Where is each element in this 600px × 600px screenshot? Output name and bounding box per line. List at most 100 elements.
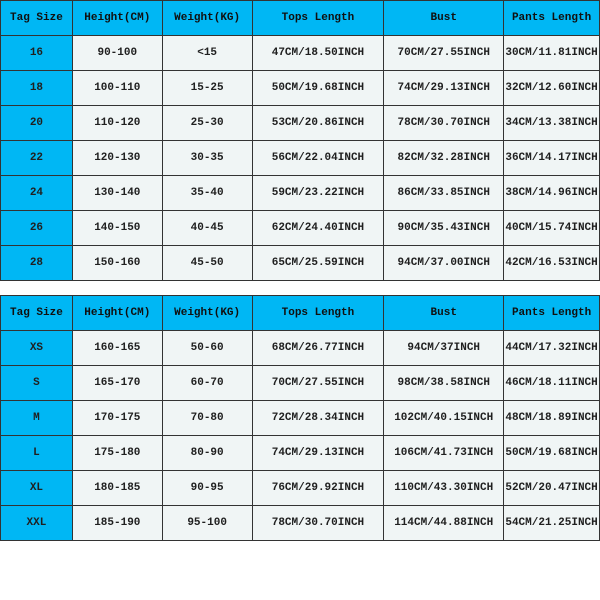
- cell-tag: L: [1, 436, 73, 471]
- table-row: XS160-16550-6068CM/26.77INCH94CM/37INCH4…: [1, 331, 600, 366]
- cell-weight: <15: [162, 36, 252, 71]
- cell-weight: 95-100: [162, 506, 252, 541]
- cell-tag: 16: [1, 36, 73, 71]
- table-row: M170-17570-8072CM/28.34INCH102CM/40.15IN…: [1, 401, 600, 436]
- cell-bust: 98CM/38.58INCH: [384, 366, 504, 401]
- cell-height: 120-130: [72, 141, 162, 176]
- cell-height: 140-150: [72, 211, 162, 246]
- col-tops-length: Tops Length: [252, 1, 384, 36]
- cell-bust: 70CM/27.55INCH: [384, 36, 504, 71]
- cell-tops: 70CM/27.55INCH: [252, 366, 384, 401]
- cell-tag: 22: [1, 141, 73, 176]
- cell-height: 150-160: [72, 246, 162, 281]
- cell-weight: 25-30: [162, 106, 252, 141]
- cell-pants: 42CM/16.53INCH: [504, 246, 600, 281]
- cell-tops: 76CM/29.92INCH: [252, 471, 384, 506]
- cell-tops: 78CM/30.70INCH: [252, 506, 384, 541]
- cell-pants: 32CM/12.60INCH: [504, 71, 600, 106]
- cell-pants: 48CM/18.89INCH: [504, 401, 600, 436]
- col-bust: Bust: [384, 1, 504, 36]
- cell-weight: 60-70: [162, 366, 252, 401]
- col-bust: Bust: [384, 296, 504, 331]
- cell-tag: XS: [1, 331, 73, 366]
- table-row: 26140-15040-4562CM/24.40INCH90CM/35.43IN…: [1, 211, 600, 246]
- size-chart-wrap: Tag Size Height(CM) Weight(KG) Tops Leng…: [0, 0, 600, 541]
- col-pants-length: Pants Length: [504, 296, 600, 331]
- cell-bust: 94CM/37INCH: [384, 331, 504, 366]
- cell-tops: 50CM/19.68INCH: [252, 71, 384, 106]
- cell-height: 130-140: [72, 176, 162, 211]
- cell-height: 160-165: [72, 331, 162, 366]
- cell-pants: 34CM/13.38INCH: [504, 106, 600, 141]
- col-weight: Weight(KG): [162, 1, 252, 36]
- cell-pants: 44CM/17.32INCH: [504, 331, 600, 366]
- cell-height: 185-190: [72, 506, 162, 541]
- cell-tops: 53CM/20.86INCH: [252, 106, 384, 141]
- cell-pants: 46CM/18.11INCH: [504, 366, 600, 401]
- cell-bust: 102CM/40.15INCH: [384, 401, 504, 436]
- cell-pants: 50CM/19.68INCH: [504, 436, 600, 471]
- cell-pants: 54CM/21.25INCH: [504, 506, 600, 541]
- cell-bust: 106CM/41.73INCH: [384, 436, 504, 471]
- cell-weight: 50-60: [162, 331, 252, 366]
- cell-bust: 86CM/33.85INCH: [384, 176, 504, 211]
- cell-bust: 110CM/43.30INCH: [384, 471, 504, 506]
- cell-pants: 30CM/11.81INCH: [504, 36, 600, 71]
- cell-tag: 24: [1, 176, 73, 211]
- table-row: XXL185-19095-10078CM/30.70INCH114CM/44.8…: [1, 506, 600, 541]
- table-row: S165-17060-7070CM/27.55INCH98CM/38.58INC…: [1, 366, 600, 401]
- size-table-kids: Tag Size Height(CM) Weight(KG) Tops Leng…: [0, 0, 600, 281]
- cell-height: 90-100: [72, 36, 162, 71]
- cell-weight: 30-35: [162, 141, 252, 176]
- cell-tag: 20: [1, 106, 73, 141]
- cell-tag: 26: [1, 211, 73, 246]
- cell-tops: 62CM/24.40INCH: [252, 211, 384, 246]
- cell-tops: 56CM/22.04INCH: [252, 141, 384, 176]
- cell-pants: 52CM/20.47INCH: [504, 471, 600, 506]
- cell-tops: 47CM/18.50INCH: [252, 36, 384, 71]
- cell-tops: 74CM/29.13INCH: [252, 436, 384, 471]
- cell-tag: XL: [1, 471, 73, 506]
- cell-weight: 70-80: [162, 401, 252, 436]
- table-row: 20110-12025-3053CM/20.86INCH78CM/30.70IN…: [1, 106, 600, 141]
- cell-tops: 59CM/23.22INCH: [252, 176, 384, 211]
- table-row: 18100-11015-2550CM/19.68INCH74CM/29.13IN…: [1, 71, 600, 106]
- cell-tops: 68CM/26.77INCH: [252, 331, 384, 366]
- cell-height: 170-175: [72, 401, 162, 436]
- cell-tag: 28: [1, 246, 73, 281]
- col-weight: Weight(KG): [162, 296, 252, 331]
- cell-pants: 40CM/15.74INCH: [504, 211, 600, 246]
- cell-weight: 80-90: [162, 436, 252, 471]
- table-row: 22120-13030-3556CM/22.04INCH82CM/32.28IN…: [1, 141, 600, 176]
- cell-pants: 38CM/14.96INCH: [504, 176, 600, 211]
- cell-tag: M: [1, 401, 73, 436]
- table-row: 24130-14035-4059CM/23.22INCH86CM/33.85IN…: [1, 176, 600, 211]
- cell-bust: 94CM/37.00INCH: [384, 246, 504, 281]
- cell-tops: 72CM/28.34INCH: [252, 401, 384, 436]
- cell-height: 165-170: [72, 366, 162, 401]
- table-header-row: Tag Size Height(CM) Weight(KG) Tops Leng…: [1, 1, 600, 36]
- cell-height: 180-185: [72, 471, 162, 506]
- cell-weight: 15-25: [162, 71, 252, 106]
- col-height: Height(CM): [72, 1, 162, 36]
- col-tops-length: Tops Length: [252, 296, 384, 331]
- cell-weight: 40-45: [162, 211, 252, 246]
- col-tag-size: Tag Size: [1, 1, 73, 36]
- cell-bust: 90CM/35.43INCH: [384, 211, 504, 246]
- cell-bust: 78CM/30.70INCH: [384, 106, 504, 141]
- cell-tops: 65CM/25.59INCH: [252, 246, 384, 281]
- cell-height: 110-120: [72, 106, 162, 141]
- cell-bust: 82CM/32.28INCH: [384, 141, 504, 176]
- size-table-adult-body: XS160-16550-6068CM/26.77INCH94CM/37INCH4…: [1, 331, 600, 541]
- cell-height: 175-180: [72, 436, 162, 471]
- cell-pants: 36CM/14.17INCH: [504, 141, 600, 176]
- table-row: XL180-18590-9576CM/29.92INCH110CM/43.30I…: [1, 471, 600, 506]
- col-height: Height(CM): [72, 296, 162, 331]
- table-row: 28150-16045-5065CM/25.59INCH94CM/37.00IN…: [1, 246, 600, 281]
- col-pants-length: Pants Length: [504, 1, 600, 36]
- table-row: 1690-100<1547CM/18.50INCH70CM/27.55INCH3…: [1, 36, 600, 71]
- cell-tag: S: [1, 366, 73, 401]
- cell-weight: 45-50: [162, 246, 252, 281]
- table-row: L175-18080-9074CM/29.13INCH106CM/41.73IN…: [1, 436, 600, 471]
- cell-weight: 90-95: [162, 471, 252, 506]
